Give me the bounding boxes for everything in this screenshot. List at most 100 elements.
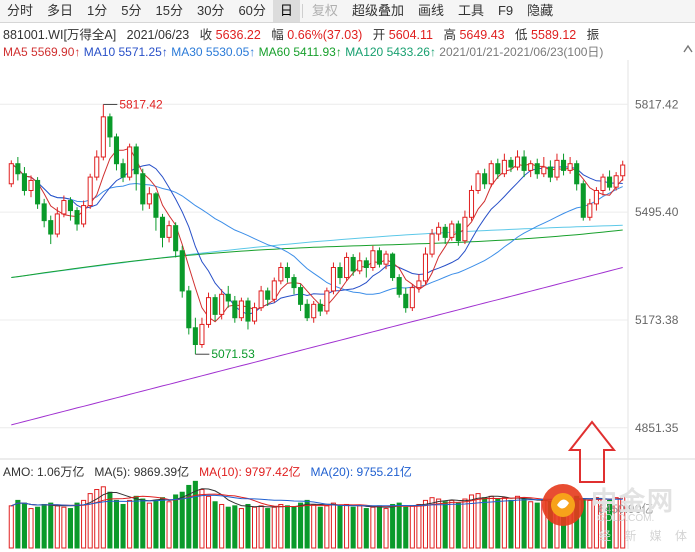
kline-chart[interactable]: 5817.42 5495.40 5173.38 4851.35 5817.42 5071.… xyxy=(0,60,695,549)
volume-bar xyxy=(330,502,336,549)
toolbar-item-8[interactable]: 复权 xyxy=(311,3,338,18)
volume-bar xyxy=(390,503,396,549)
volume-bar xyxy=(436,498,442,549)
volume-bar xyxy=(146,502,152,549)
ma120-line xyxy=(11,224,623,278)
volume-bar xyxy=(225,506,231,549)
volume-bar xyxy=(133,495,139,549)
volume-bar xyxy=(370,506,376,549)
candle-body xyxy=(8,163,14,185)
toolbar-item-2[interactable]: 1分 xyxy=(87,3,108,18)
volume-bar xyxy=(219,503,225,549)
ma5-value: 5569.90↑ xyxy=(31,45,81,59)
toolbar-item-0[interactable]: 分时 xyxy=(7,3,34,18)
volume-bar xyxy=(153,499,159,549)
candle-body xyxy=(363,260,369,269)
candle-body xyxy=(199,323,205,346)
volume-bar xyxy=(199,489,205,549)
vol-ma5-value: MA(5): 9869.39亿 xyxy=(94,465,190,479)
candle-body xyxy=(35,179,41,205)
volume-ma10-line xyxy=(11,493,623,507)
candle-body xyxy=(422,253,429,282)
quote-date: 2021/06/23 xyxy=(126,28,190,42)
close-value: 5636.22 xyxy=(215,28,261,42)
toolbar-item-11[interactable]: 工具 xyxy=(457,3,484,18)
volume-bar xyxy=(514,495,521,549)
candle-body xyxy=(554,159,560,178)
ma5-label: MA5 xyxy=(3,45,28,59)
zhongjin-logo-icon xyxy=(542,484,584,526)
volume-bar xyxy=(278,503,284,549)
volume-bar xyxy=(613,497,619,549)
volume-bar xyxy=(363,508,369,549)
volume-bar xyxy=(422,499,429,549)
toolbar-item-9[interactable]: 超级叠加 xyxy=(351,3,404,18)
volume-bar xyxy=(593,497,599,549)
candle-body xyxy=(475,173,481,191)
volume-axis-label: 6450.90亿 xyxy=(598,501,653,516)
scroll-up-icon[interactable] xyxy=(681,40,695,58)
candle-body xyxy=(495,163,501,175)
volume-bar xyxy=(442,501,448,549)
candle-body xyxy=(133,146,139,175)
toolbar-item-3[interactable]: 5分 xyxy=(121,3,142,18)
toolbar-item-12[interactable]: F9 xyxy=(497,3,514,18)
quote-info-line: 881001.WI[万得全A] 2021/06/23 收 5636.22 幅 0… xyxy=(3,24,599,43)
candle-body xyxy=(580,183,586,218)
toolbar-item-4[interactable]: 15分 xyxy=(155,3,183,18)
vol-ma10-value: MA(10): 9797.42亿 xyxy=(199,465,301,479)
low-annotation: 5071.53 xyxy=(211,347,255,361)
candle-body xyxy=(304,303,310,319)
candle-body xyxy=(107,116,113,138)
candle-body xyxy=(613,175,619,188)
high-value: 5649.43 xyxy=(459,28,505,42)
candle-body xyxy=(455,223,461,242)
volume-ma5-line xyxy=(11,488,623,508)
candle-body xyxy=(278,267,284,282)
volume-bar xyxy=(449,499,455,549)
candle-body xyxy=(153,193,159,218)
volume-bar xyxy=(265,508,271,549)
volume-bar xyxy=(245,503,251,549)
toolbar-item-10[interactable]: 画线 xyxy=(417,3,444,18)
amo-value: AMO: 1.06万亿 xyxy=(3,465,85,479)
toolbar-item-6[interactable]: 60分 xyxy=(238,3,266,18)
toolbar-item-7[interactable]: 日 xyxy=(272,0,300,22)
volume-bar xyxy=(94,489,100,549)
volume-bar xyxy=(238,508,244,549)
candle-body xyxy=(140,173,146,205)
low-label: 低 xyxy=(515,28,528,42)
toolbar-item-1[interactable]: 多日 xyxy=(47,3,74,18)
ma250-line xyxy=(11,267,623,426)
volume-bar xyxy=(403,506,409,549)
volume-header: AMO: 1.06万亿 MA(5): 9869.39亿 MA(10): 9797… xyxy=(3,463,412,480)
candle-body xyxy=(94,156,100,178)
volume-bar xyxy=(350,506,356,549)
zhongjin-watermark: 中金网 GOLD.COM. 经 新 媒 体 xyxy=(535,475,695,549)
volume-bar xyxy=(173,494,179,549)
volume-bar xyxy=(212,501,218,549)
candle-body xyxy=(468,189,475,218)
toolbar-item-5[interactable]: 30分 xyxy=(196,3,225,18)
volume-bar xyxy=(396,502,402,549)
candle-body xyxy=(127,146,133,178)
vol-ma20-value: MA(20): 9755.21亿 xyxy=(310,465,412,479)
volume-bar xyxy=(482,497,488,549)
candle-body xyxy=(337,267,343,279)
candle-body xyxy=(547,166,553,178)
high-annotation: 5817.42 xyxy=(119,97,163,111)
toolbar-item-13[interactable]: 隐藏 xyxy=(527,3,554,18)
candle-body xyxy=(416,280,422,289)
volume-bar xyxy=(48,502,54,549)
candle-body xyxy=(521,156,527,171)
candle-body xyxy=(74,210,80,225)
candle-body xyxy=(166,225,172,238)
volume-bar xyxy=(620,495,626,549)
ma120-value: 5433.26↑ xyxy=(386,45,436,59)
volume-bar xyxy=(284,505,290,549)
volume-bar xyxy=(409,505,415,549)
candle-body xyxy=(514,156,521,168)
volume-bar xyxy=(21,502,27,549)
candle-body xyxy=(173,225,179,252)
candle-body xyxy=(436,226,442,235)
